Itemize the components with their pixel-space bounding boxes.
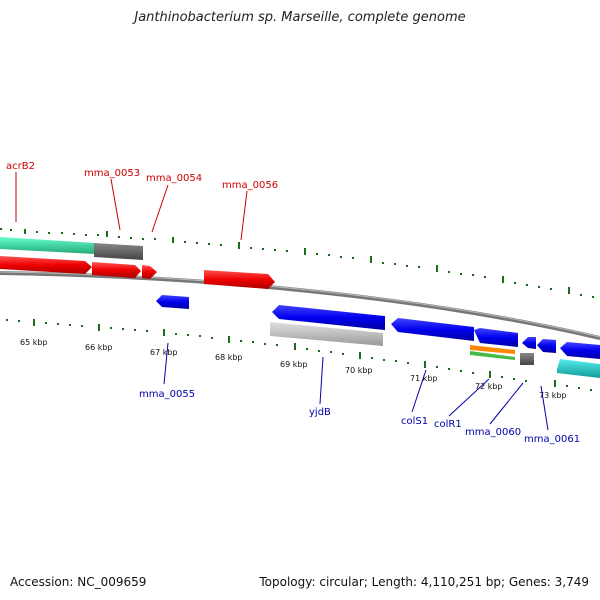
reverse-label-leaders <box>163 342 549 431</box>
forward-gene-labels: acrB2 mma_0053 mma_0054 mma_0056 <box>6 161 278 191</box>
gene-acrB2-feature[interactable] <box>0 237 95 254</box>
scale-label: 70 kbp <box>345 366 373 375</box>
gene-label-mma_0054[interactable]: mma_0054 <box>146 173 202 184</box>
forward-label-leaders <box>15 172 248 241</box>
scale-label: 69 kbp <box>280 360 308 369</box>
gene-mma_0055-cds[interactable] <box>156 295 189 309</box>
reverse-gene-labels: mma_0055 yjdB colS1 colR1 mma_0060 mma_0… <box>139 389 580 445</box>
scale-label: 72 kbp <box>475 382 503 391</box>
gc-track-upper <box>0 228 594 298</box>
gene-label-mma_0053[interactable]: mma_0053 <box>84 168 140 179</box>
gc-track-lower <box>6 319 592 391</box>
gene-label-colR1[interactable]: colR1 <box>434 419 462 430</box>
scale-label: 68 kbp <box>215 353 243 362</box>
green-feature[interactable] <box>470 351 515 360</box>
scale-label: 67 kbp <box>150 348 178 357</box>
gene-label-acrB2[interactable]: acrB2 <box>6 161 35 172</box>
gene-label-mma_0055[interactable]: mma_0055 <box>139 389 195 400</box>
accession-label: Accession: NC_009659 <box>10 575 147 589</box>
gene-mma_0054-cds[interactable] <box>142 265 157 279</box>
scale-labels: 65 kbp 66 kbp 67 kbp 68 kbp 69 kbp 70 kb… <box>20 338 567 400</box>
scale-label: 73 kbp <box>539 391 567 400</box>
gene-yjdB-feature[interactable] <box>270 322 383 346</box>
gene-mma_0061-cds[interactable] <box>537 339 556 353</box>
gene-label-yjdB[interactable]: yjdB <box>309 407 331 418</box>
gene-label-mma_0061[interactable]: mma_0061 <box>524 434 580 445</box>
genome-summary: Topology: circular; Length: 4,110,251 bp… <box>259 575 589 589</box>
scale-label: 65 kbp <box>20 338 48 347</box>
forward-strand-features <box>0 237 275 289</box>
cyan-feature-right[interactable] <box>557 359 600 378</box>
mma_0053-gray-feature[interactable] <box>94 243 143 260</box>
scale-label: 71 kbp <box>410 374 438 383</box>
gene-label-mma_0060[interactable]: mma_0060 <box>465 427 521 438</box>
gene-colR1-cds[interactable] <box>474 328 518 347</box>
gene-label-mma_0056[interactable]: mma_0056 <box>222 180 278 191</box>
gene-yjdB-cds[interactable] <box>272 305 385 330</box>
scale-label: 66 kbp <box>85 343 113 352</box>
gene-mma_0060-feature[interactable] <box>520 353 534 365</box>
genome-backbone <box>0 271 600 340</box>
orange-feature[interactable] <box>470 345 515 354</box>
reverse-cds-right[interactable] <box>560 342 600 359</box>
gene-acrB2-cds[interactable] <box>0 256 92 274</box>
gene-colS1-cds[interactable] <box>391 318 474 341</box>
map-title: Janthinobacterium sp. Marseille, complet… <box>134 10 466 25</box>
gene-label-colS1[interactable]: colS1 <box>401 416 428 427</box>
gene-mma_0053-cds[interactable] <box>92 262 141 278</box>
gene-mma_0060-cds[interactable] <box>522 337 536 349</box>
reverse-strand-features <box>156 295 600 378</box>
gene-mma_0056-cds[interactable] <box>204 270 275 289</box>
